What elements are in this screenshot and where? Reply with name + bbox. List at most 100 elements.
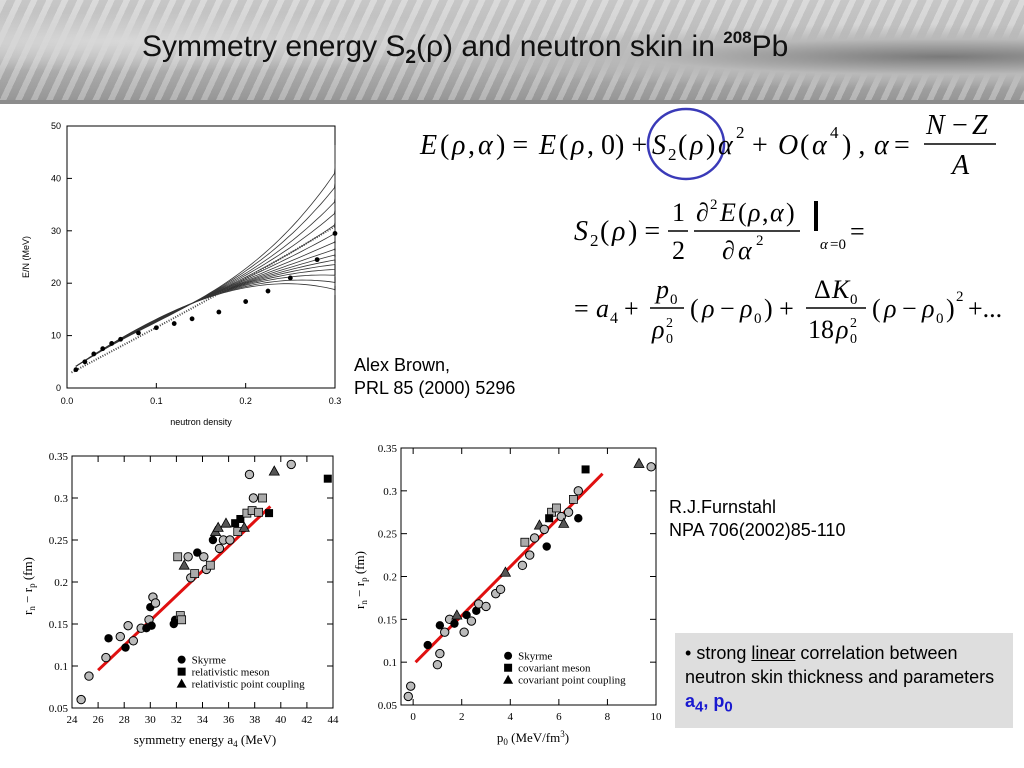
legend-marker bbox=[177, 655, 186, 664]
data-point bbox=[243, 299, 249, 304]
x-axis-label: symmetry energy a4 (MeV) bbox=[134, 732, 277, 749]
svg-text:,: , bbox=[468, 130, 475, 161]
svg-text:Δ: Δ bbox=[814, 275, 831, 304]
point-coupling-point bbox=[633, 457, 645, 468]
data-point bbox=[153, 325, 159, 331]
svg-text:0: 0 bbox=[670, 292, 678, 308]
y-tick-label: 0.2 bbox=[383, 572, 397, 584]
skyrme-point bbox=[462, 610, 471, 620]
header-divider bbox=[0, 100, 1024, 104]
hatched-square-point bbox=[254, 507, 264, 517]
svg-text:): ) bbox=[786, 198, 795, 227]
meson-point bbox=[265, 509, 274, 518]
hatched-circle-point bbox=[115, 631, 125, 642]
plot-frame bbox=[66, 125, 336, 389]
meson-point bbox=[581, 465, 590, 474]
legend-label: Skyrme bbox=[192, 655, 226, 667]
point-coupling-point bbox=[268, 465, 280, 476]
svg-text:ρ: ρ bbox=[570, 130, 584, 161]
svg-text:N: N bbox=[925, 110, 946, 141]
svg-text:) ,: ) , bbox=[842, 130, 865, 161]
svg-text:18: 18 bbox=[808, 315, 834, 344]
equation-s2-expansion: = a 4 + p 0 ρ 2 0 ( ρ − ρ 0 ) + Δ K 0 18… bbox=[574, 275, 1002, 347]
svg-text:ρ: ρ bbox=[921, 294, 934, 323]
hatched-circle-point bbox=[403, 691, 413, 702]
skyrme-point bbox=[104, 634, 113, 643]
data-point bbox=[118, 336, 123, 342]
svg-text:0: 0 bbox=[754, 311, 762, 327]
data-point bbox=[314, 257, 320, 263]
hatched-square-point bbox=[177, 615, 187, 625]
legend-label: relativistic meson bbox=[192, 667, 270, 679]
y-tick-label: 10 bbox=[51, 331, 61, 341]
point-coupling-point bbox=[558, 517, 570, 528]
data-point bbox=[109, 341, 115, 346]
svg-text:2: 2 bbox=[756, 233, 764, 249]
svg-text:2: 2 bbox=[956, 289, 964, 305]
svg-text:4: 4 bbox=[610, 310, 618, 327]
y-tick-label: 0.05 bbox=[49, 703, 69, 715]
svg-text:ρ: ρ bbox=[451, 130, 465, 161]
svg-text:=: = bbox=[894, 130, 910, 161]
svg-text:(: ( bbox=[440, 130, 449, 161]
x-tick-label: 40 bbox=[275, 714, 287, 726]
x-tick-label: 0.2 bbox=[239, 396, 252, 406]
hatched-circle-point bbox=[517, 560, 528, 571]
model-curve bbox=[75, 274, 336, 367]
svg-text:−: − bbox=[952, 110, 968, 141]
legend-label: relativistic point coupling bbox=[192, 679, 306, 691]
skyrme-point bbox=[208, 535, 218, 545]
hatched-circle-point bbox=[183, 552, 193, 562]
y-tick-label: 0.25 bbox=[378, 529, 398, 541]
svg-text:+...: +... bbox=[968, 294, 1002, 323]
hatched-circle-point bbox=[432, 660, 443, 670]
hatched-circle-point bbox=[440, 627, 450, 637]
note-text-body: correlation between neutron skin thickne… bbox=[685, 643, 995, 687]
y-tick-label: 0.05 bbox=[378, 700, 398, 712]
svg-text:(: ( bbox=[800, 130, 809, 161]
hatched-circle-point bbox=[573, 486, 583, 496]
svg-text:) =: ) = bbox=[496, 130, 528, 161]
y-axis-label: rn − rp (fm) bbox=[20, 557, 37, 615]
x-tick-label: 36 bbox=[223, 714, 235, 726]
svg-text:∂: ∂ bbox=[722, 236, 735, 265]
svg-text:4: 4 bbox=[830, 123, 839, 142]
y-tick-label: 0.15 bbox=[378, 614, 398, 626]
svg-text:(: ( bbox=[559, 130, 568, 161]
hatched-circle-point bbox=[529, 533, 540, 543]
svg-text:ρ: ρ bbox=[689, 130, 703, 161]
meson-point bbox=[231, 519, 240, 528]
model-curve bbox=[75, 222, 336, 367]
svg-text:+: + bbox=[624, 294, 639, 323]
svg-text:E: E bbox=[538, 130, 556, 161]
hatched-circle-point bbox=[286, 459, 296, 470]
skyrme-point bbox=[574, 514, 583, 523]
svg-text:α: α bbox=[738, 236, 753, 265]
x-tick-label: 24 bbox=[67, 714, 79, 726]
svg-text:2: 2 bbox=[666, 316, 673, 331]
header-banner bbox=[0, 0, 1024, 103]
data-point bbox=[189, 316, 195, 322]
svg-text:α: α bbox=[478, 130, 494, 161]
point-coupling-point bbox=[178, 559, 190, 570]
hatched-circle-point bbox=[101, 652, 111, 663]
hatched-circle-point bbox=[244, 469, 255, 480]
hatched-circle-point bbox=[84, 671, 94, 681]
svg-text:(: ( bbox=[872, 294, 881, 323]
svg-text:ρ: ρ bbox=[883, 294, 896, 323]
svg-text:α: α bbox=[820, 237, 829, 253]
data-point bbox=[82, 359, 88, 365]
svg-text:2: 2 bbox=[672, 236, 685, 265]
note-params: a4, p0 bbox=[685, 691, 733, 716]
svg-text:=: = bbox=[574, 294, 589, 323]
svg-text:2: 2 bbox=[590, 231, 599, 250]
svg-text:S: S bbox=[574, 216, 588, 247]
svg-text:p: p bbox=[654, 275, 669, 304]
x-tick-label: 6 bbox=[556, 711, 562, 723]
energy-density-chart: 0 10 20 30 40 50 0.0 0.1 0.2 0.3 neutron density E/… bbox=[21, 121, 342, 427]
point-coupling-point bbox=[451, 609, 463, 620]
x-tick-label: 0.3 bbox=[329, 396, 342, 406]
x-tick-label: 2 bbox=[459, 711, 465, 723]
hatched-circle-point bbox=[150, 598, 161, 608]
svg-text:α: α bbox=[874, 130, 890, 161]
